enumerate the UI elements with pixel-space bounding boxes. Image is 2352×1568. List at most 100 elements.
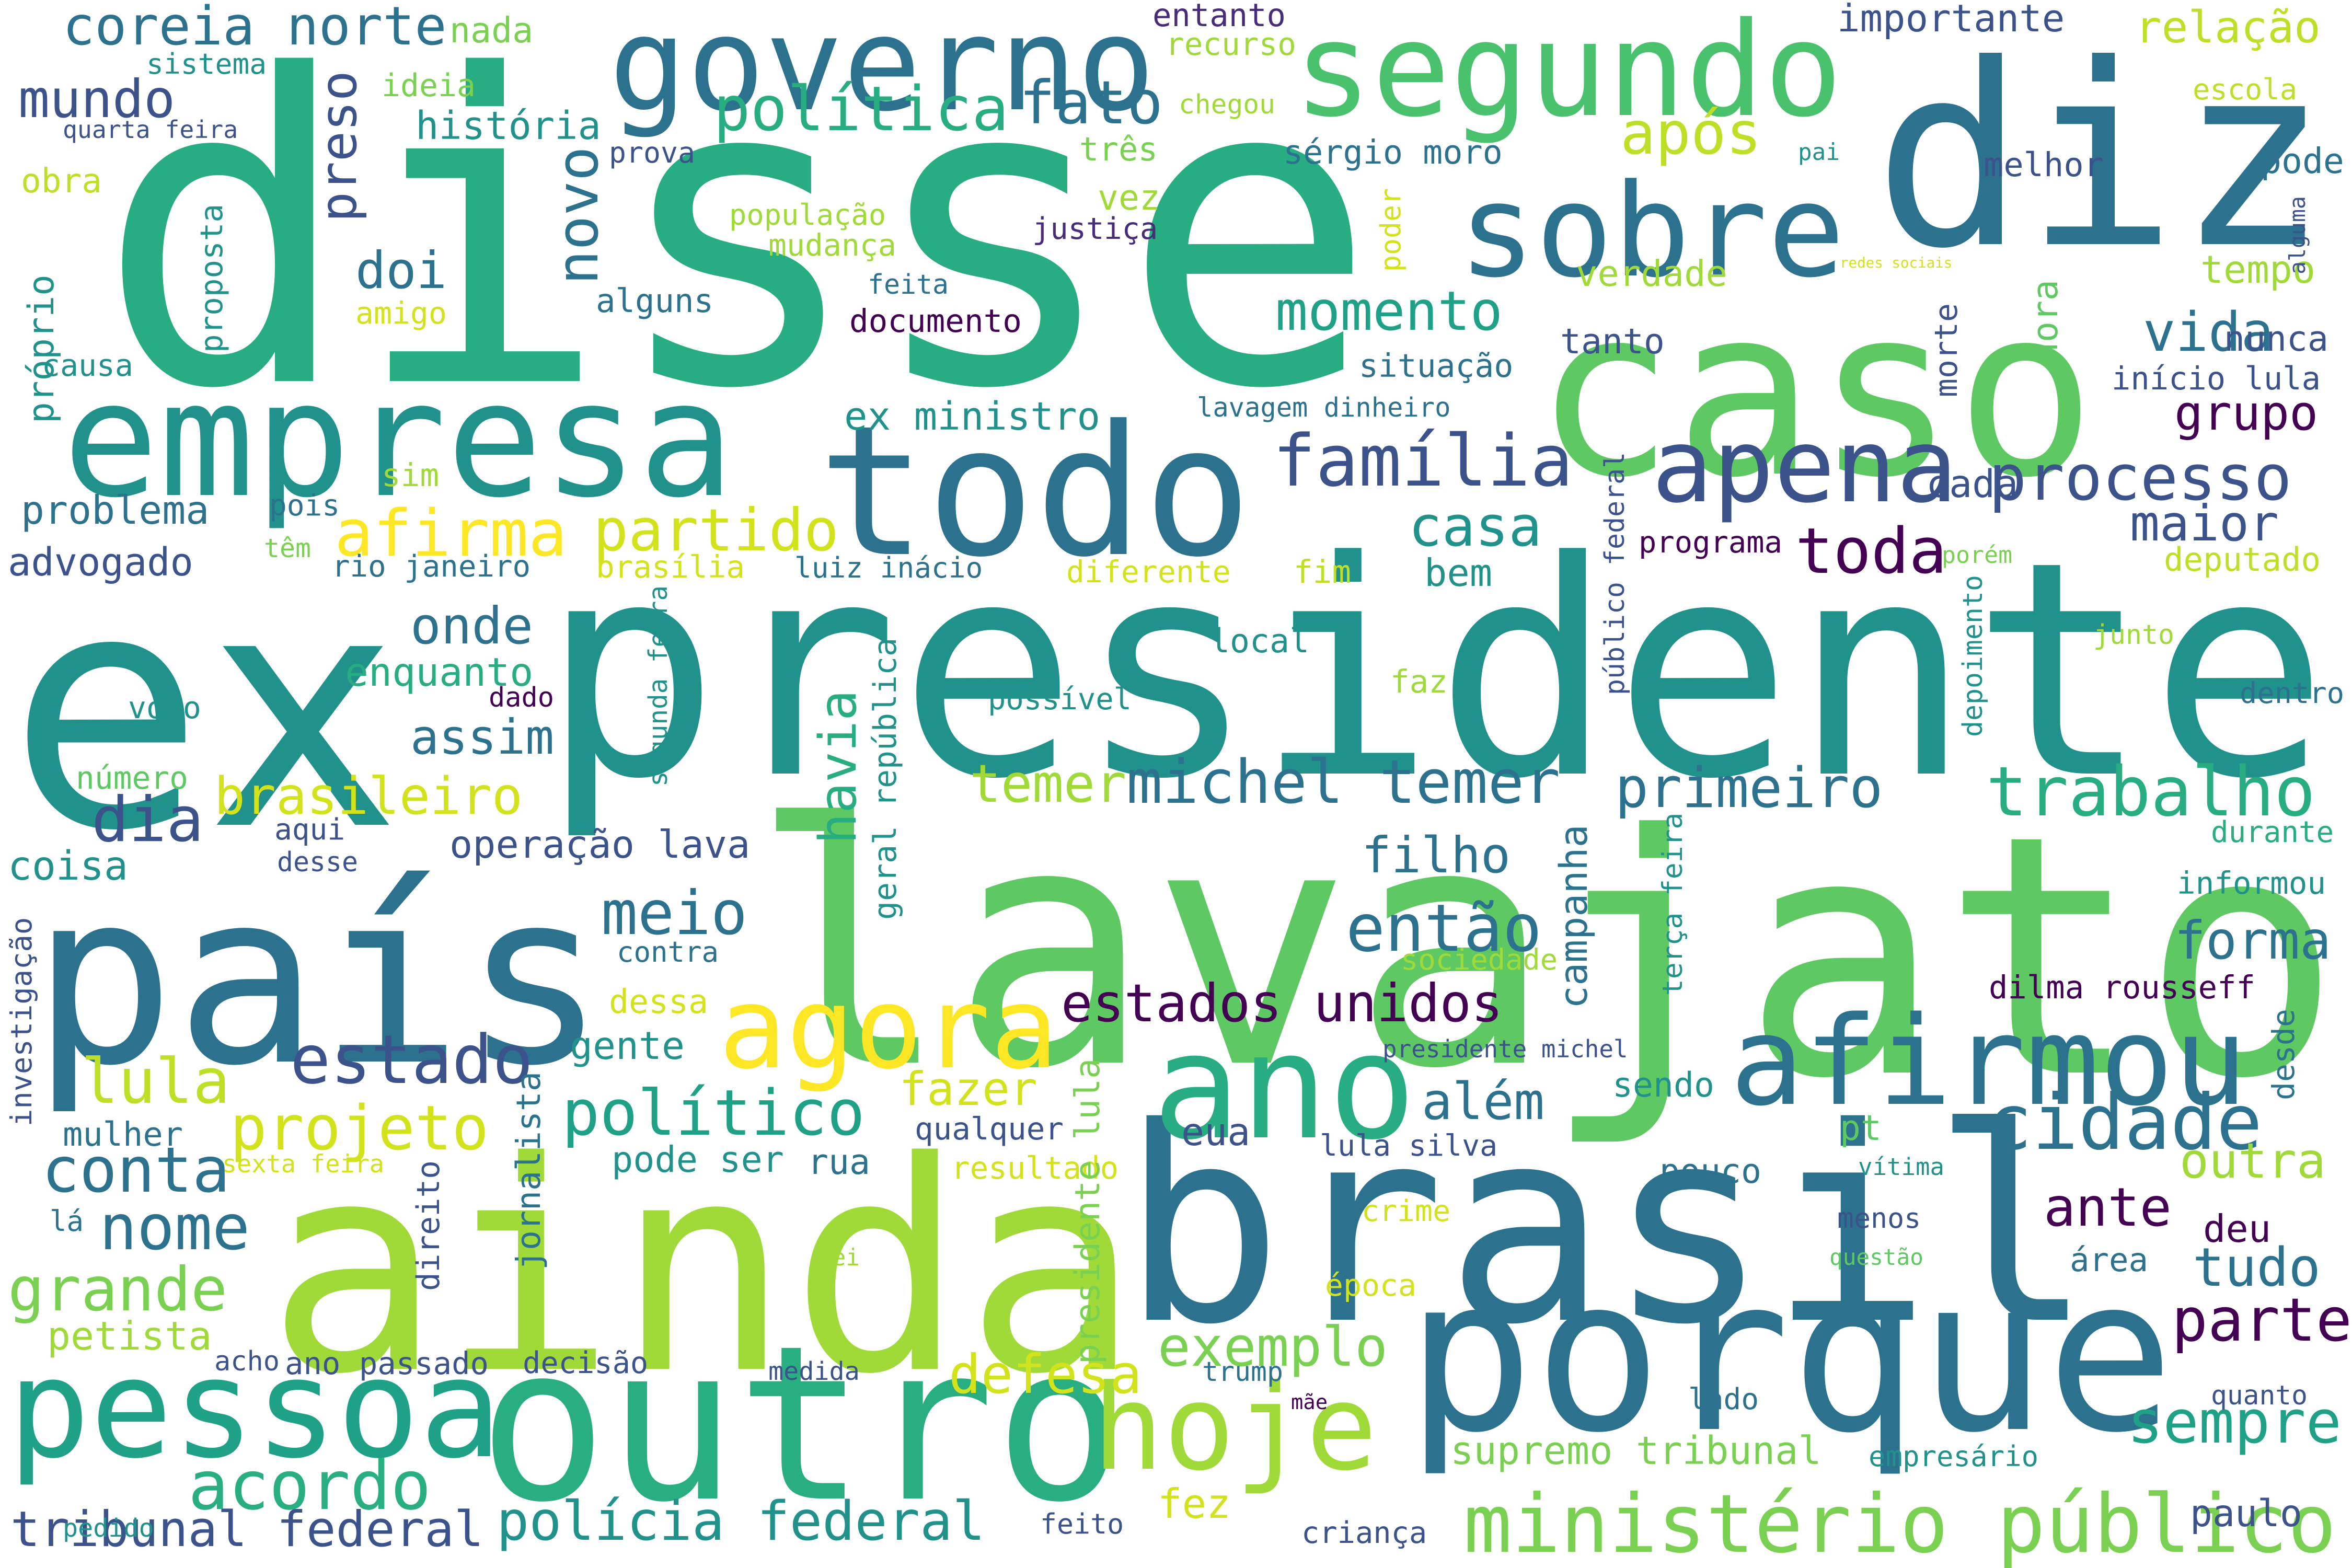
- word-outra: outra: [2180, 1133, 2326, 1189]
- word-pt: pt: [1840, 1108, 1882, 1148]
- word-epoca: época: [1325, 1267, 1416, 1303]
- word-politico: político: [562, 1077, 865, 1150]
- word-pais: país: [31, 840, 607, 1118]
- word-rua: rua: [808, 1142, 870, 1182]
- word-desde: desde: [2266, 1009, 2301, 1100]
- word-feito: feito: [1040, 1508, 1124, 1540]
- word-quanto: quanto: [2211, 1380, 2308, 1411]
- word-lava: lava: [750, 754, 1553, 1142]
- word-entao: então: [1346, 891, 1542, 966]
- word-jato: jato: [1542, 764, 2342, 1151]
- word-pessoa: pessoa: [8, 1329, 502, 1489]
- word-lula: lula: [81, 1045, 230, 1117]
- word-petista: petista: [47, 1313, 212, 1359]
- word-documento: documento: [849, 303, 1022, 340]
- word-amigo: amigo: [355, 295, 447, 331]
- word-tribunal-federal: tribunal federal: [10, 1501, 484, 1558]
- word-dilma-rousseff: dilma rousseff: [1989, 970, 2255, 1006]
- word-ex: ex: [8, 522, 401, 902]
- word-apos: após: [1620, 100, 1761, 168]
- word-familia: família: [1273, 420, 1573, 503]
- word-partido: partido: [593, 497, 839, 564]
- word-geral-republica: geral república: [867, 637, 904, 920]
- word-direito: direito: [410, 1160, 446, 1291]
- word-presidente-michel: presidente michel: [1382, 1035, 1628, 1063]
- word-sim: sim: [382, 457, 439, 494]
- word-poder: poder: [1375, 188, 1407, 272]
- word-dia: dia: [91, 784, 204, 856]
- word-chegou: chegou: [1179, 89, 1275, 120]
- word-outro: outro: [478, 1299, 1124, 1549]
- word-hora: hora: [2025, 280, 2066, 363]
- word-meio: meio: [601, 878, 748, 949]
- word-tempo: tempo: [2200, 248, 2316, 292]
- word-populacao: população: [729, 199, 886, 232]
- word-relacao: relação: [2135, 2, 2321, 53]
- word-pai: pai: [1798, 139, 1840, 166]
- word-quarta-feira: quarta feira: [63, 116, 238, 144]
- word-diz: diz: [1874, 10, 2329, 304]
- word-desse: desse: [277, 847, 359, 878]
- word-afirmou: afirmou: [1730, 990, 2247, 1133]
- word-advogado: advogado: [8, 540, 193, 585]
- word-pode: pode: [2261, 141, 2344, 181]
- word-hoje: hoje: [1092, 1359, 1377, 1497]
- word-entanto: entanto: [1152, 0, 1286, 34]
- word-tudo: tudo: [2193, 1237, 2321, 1298]
- word-lula-silva: lula silva: [1320, 1129, 1498, 1163]
- word-deputado: deputado: [2164, 540, 2321, 579]
- word-exemplo: exemplo: [1158, 1315, 1388, 1379]
- word-defesa: defesa: [949, 1344, 1142, 1406]
- word-sempre: sempre: [2127, 1388, 2342, 1457]
- word-qualquer: qualquer: [915, 1111, 1064, 1147]
- word-presidente-lula: presidente lula: [1068, 1058, 1108, 1364]
- word-mae: mãe: [1291, 1391, 1328, 1414]
- word-porem: porém: [1942, 541, 2013, 569]
- word-apena: apena: [1652, 407, 1958, 525]
- word-lei: lei: [818, 1244, 860, 1271]
- word-vez: vez: [1098, 177, 1160, 218]
- word-ex-ministro: ex ministro: [844, 394, 1101, 439]
- word-medida: medida: [768, 1357, 860, 1386]
- word-sobre: sobre: [1458, 156, 1845, 306]
- word-possivel: possível: [988, 682, 1132, 717]
- word-politica: política: [713, 73, 1009, 145]
- word-melhor: melhor: [1984, 146, 2104, 185]
- word-fazer: fazer: [899, 1062, 1037, 1116]
- word-sistema: sistema: [146, 47, 267, 80]
- word-ainda: ainda: [267, 1100, 1140, 1437]
- word-sexta-feira: sexta feira: [222, 1150, 384, 1179]
- word-brasileiro: brasileiro: [214, 767, 523, 826]
- word-dado: dado: [489, 682, 554, 713]
- word-ano-passado: ano passado: [285, 1345, 489, 1381]
- word-porque: porque: [1406, 1231, 2175, 1479]
- word-maior: maior: [2130, 495, 2279, 552]
- word-ideia: ideia: [382, 67, 476, 104]
- word-dessa: dessa: [609, 982, 708, 1021]
- word-empresa: empresa: [63, 347, 734, 533]
- word-alem: além: [1422, 1072, 1545, 1132]
- word-processo: processo: [1989, 442, 2292, 515]
- word-aqui: aqui: [274, 813, 345, 847]
- word-redes-sociais: redes sociais: [1840, 255, 1953, 271]
- word-policia-federal: polícia federal: [497, 1490, 985, 1553]
- word-ante: ante: [2044, 1177, 2172, 1238]
- word-questao: questão: [1829, 1244, 1923, 1271]
- word-nunca: nunca: [2224, 318, 2328, 359]
- word-supremo-tribunal: supremo tribunal: [1450, 1429, 1821, 1473]
- word-governo: governo: [609, 0, 1156, 140]
- word-tanto: tanto: [1560, 321, 1665, 362]
- word-dentro: dentro: [2240, 677, 2345, 710]
- word-obra: obra: [21, 162, 102, 201]
- word-informou: informou: [2177, 865, 2326, 901]
- word-acordo: acordo: [188, 1447, 431, 1525]
- word-michel-temer: michel temer: [1126, 747, 1561, 817]
- word-pouco: pouco: [1659, 1152, 1762, 1191]
- word-acho: acho: [214, 1346, 280, 1377]
- word-historia: história: [416, 104, 601, 148]
- word-grande: grande: [8, 1254, 228, 1325]
- word-lado: lado: [1688, 1382, 1759, 1416]
- word-campanha: campanha: [1552, 824, 1596, 1009]
- word-ano: ano: [1152, 1002, 1416, 1172]
